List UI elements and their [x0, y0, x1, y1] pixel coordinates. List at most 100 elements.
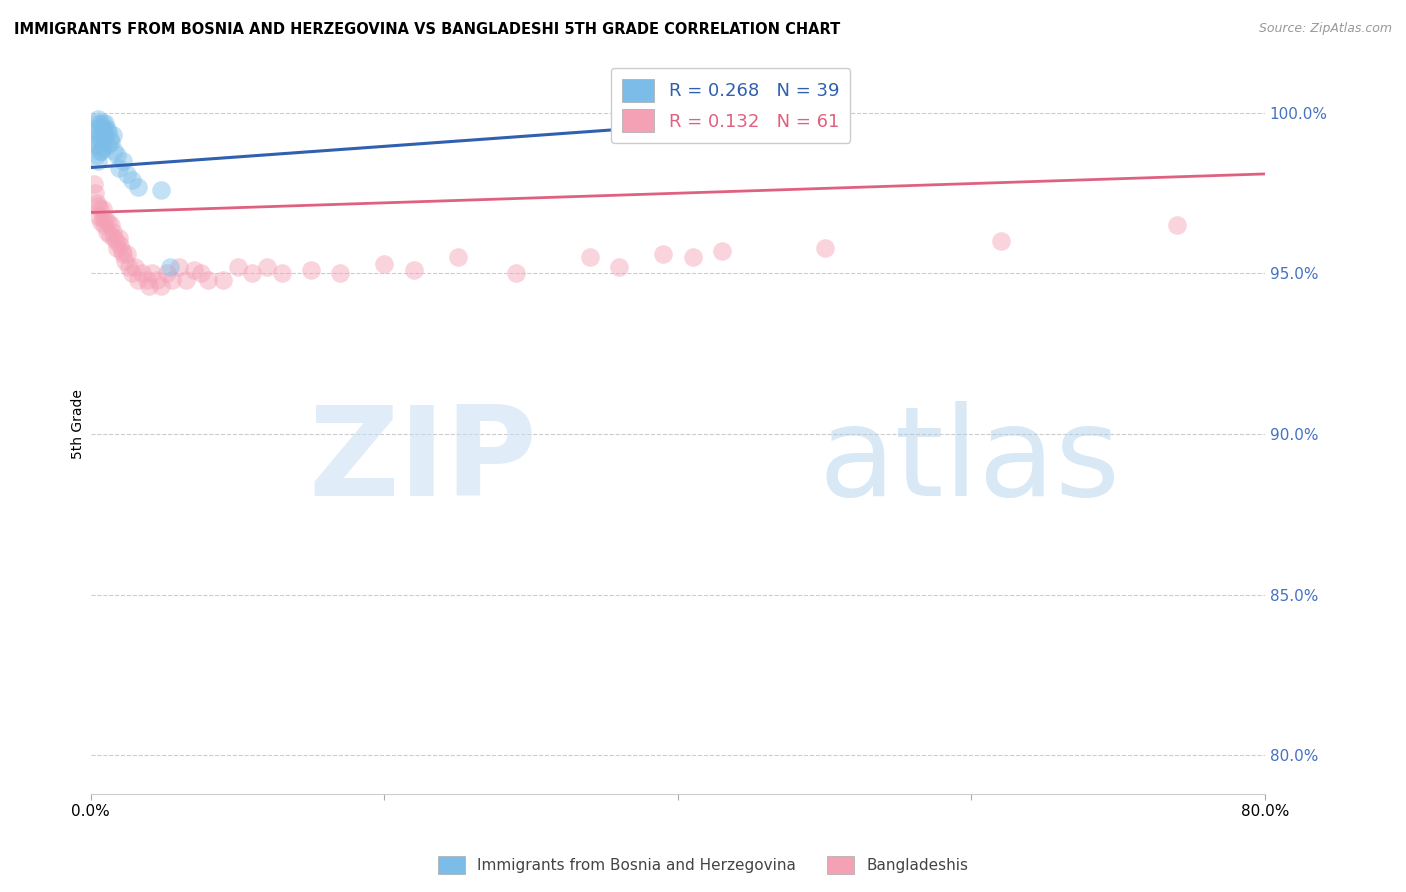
Point	[90, 215, 112, 229]
Point	[447, 251, 470, 265]
Point	[141, 267, 163, 281]
Point	[637, 106, 659, 120]
Point	[212, 273, 235, 287]
Point	[167, 260, 190, 274]
Point	[96, 225, 118, 239]
Point	[505, 267, 527, 281]
Text: atlas: atlas	[818, 401, 1121, 522]
Point	[83, 177, 105, 191]
Legend: Immigrants from Bosnia and Herzegovina, Bangladeshis: Immigrants from Bosnia and Herzegovina, …	[432, 850, 974, 880]
Point	[98, 131, 121, 145]
Point	[124, 260, 146, 274]
Point	[86, 131, 108, 145]
Point	[89, 145, 111, 159]
Point	[652, 247, 675, 261]
Point	[117, 167, 139, 181]
Point	[150, 183, 173, 197]
Y-axis label: 5th Grade: 5th Grade	[72, 390, 86, 459]
Point	[100, 135, 122, 149]
Point	[127, 179, 149, 194]
Point	[118, 260, 141, 274]
Point	[97, 215, 120, 229]
Point	[226, 260, 249, 274]
Point	[682, 251, 704, 265]
Point	[105, 241, 128, 255]
Point	[91, 211, 114, 226]
Point	[150, 279, 173, 293]
Point	[103, 145, 125, 159]
Point	[101, 225, 124, 239]
Point	[89, 202, 111, 217]
Point	[110, 244, 132, 258]
Point	[104, 235, 127, 249]
Point	[84, 115, 107, 129]
Point	[329, 267, 352, 281]
Point	[87, 199, 110, 213]
Legend: R = 0.268   N = 39, R = 0.132   N = 61: R = 0.268 N = 39, R = 0.132 N = 61	[612, 68, 851, 143]
Point	[87, 125, 110, 139]
Point	[94, 128, 117, 143]
Point	[91, 128, 114, 143]
Point	[86, 195, 108, 210]
Point	[183, 263, 205, 277]
Point	[94, 115, 117, 129]
Point	[105, 147, 128, 161]
Point	[107, 231, 129, 245]
Point	[84, 186, 107, 201]
Point	[131, 267, 153, 281]
Point	[89, 128, 111, 143]
Point	[578, 251, 600, 265]
Point	[813, 241, 835, 255]
Point	[86, 147, 108, 161]
Point	[270, 267, 292, 281]
Text: IMMIGRANTS FROM BOSNIA AND HERZEGOVINA VS BANGLADESHI 5TH GRADE CORRELATION CHAR: IMMIGRANTS FROM BOSNIA AND HERZEGOVINA V…	[14, 22, 841, 37]
Point	[190, 267, 212, 281]
Text: ZIP: ZIP	[308, 401, 537, 522]
Point	[87, 138, 110, 153]
Point	[160, 273, 183, 287]
Point	[83, 138, 105, 153]
Point	[256, 260, 278, 274]
Point	[91, 115, 114, 129]
Point	[299, 263, 322, 277]
Point	[121, 267, 143, 281]
Point	[146, 273, 169, 287]
Point	[93, 219, 115, 233]
Point	[84, 122, 107, 136]
Point	[990, 235, 1012, 249]
Point	[93, 135, 115, 149]
Point	[87, 209, 110, 223]
Point	[725, 109, 748, 123]
Point	[90, 119, 112, 133]
Point	[101, 128, 124, 143]
Point	[127, 273, 149, 287]
Point	[107, 161, 129, 175]
Text: Source: ZipAtlas.com: Source: ZipAtlas.com	[1258, 22, 1392, 36]
Point	[710, 244, 733, 258]
Point	[91, 202, 114, 217]
Point	[174, 273, 197, 287]
Point	[114, 253, 136, 268]
Point	[97, 125, 120, 139]
Point	[87, 154, 110, 169]
Point	[156, 267, 179, 281]
Point	[90, 145, 112, 159]
Point	[240, 267, 263, 281]
Point	[117, 247, 139, 261]
Point	[93, 122, 115, 136]
Point	[402, 263, 425, 277]
Point	[112, 154, 135, 169]
Point	[108, 237, 131, 252]
Point	[112, 247, 135, 261]
Point	[103, 231, 125, 245]
Point	[90, 131, 112, 145]
Point	[159, 260, 181, 274]
Point	[94, 211, 117, 226]
Point	[607, 260, 630, 274]
Point	[1166, 219, 1188, 233]
Point	[97, 138, 120, 153]
Point	[135, 273, 157, 287]
Point	[373, 257, 395, 271]
Point	[138, 279, 160, 293]
Point	[121, 173, 143, 187]
